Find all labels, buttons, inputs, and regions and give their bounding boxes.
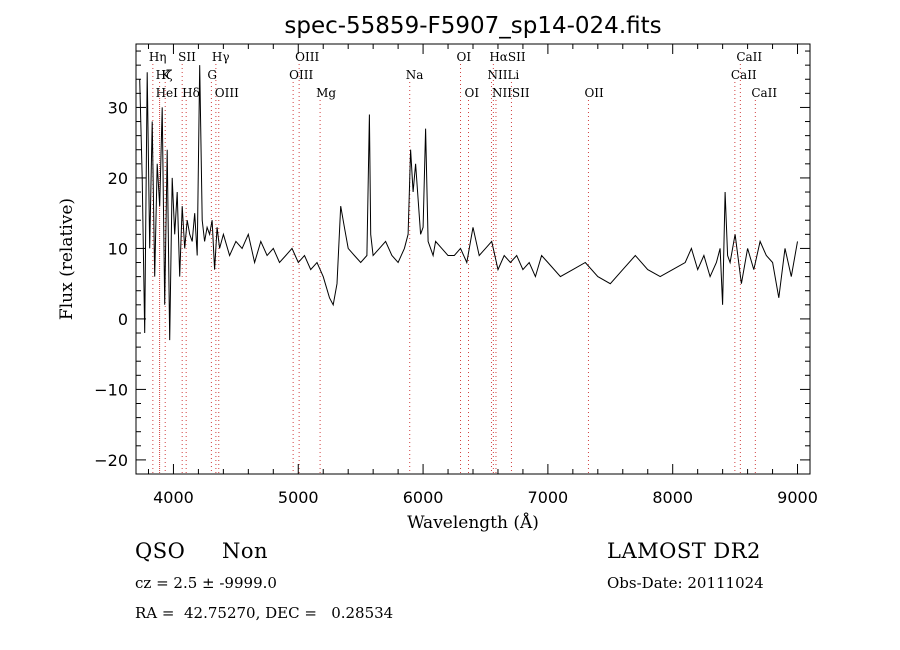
object-class: QSO xyxy=(135,539,186,563)
marker-label: NIISII xyxy=(492,86,530,100)
y-tick-label: 0 xyxy=(118,310,128,329)
x-tick-label: 8000 xyxy=(652,488,693,507)
x-tick-label: 6000 xyxy=(403,488,444,507)
x-tick-label: 5000 xyxy=(278,488,319,507)
marker-label: OIII xyxy=(215,86,239,100)
y-tick-label: −10 xyxy=(94,380,128,399)
y-tick-label: 20 xyxy=(108,169,128,188)
marker-label: CaII xyxy=(751,86,777,100)
emission-line-markers: Hη SII Hγ OIII OI HαSII CaII HζK G OIII Na NII Li CaI… xyxy=(149,50,777,474)
marker-label: Hγ xyxy=(212,50,230,64)
marker-label: HeI xyxy=(156,86,179,100)
plot-frame xyxy=(135,43,811,475)
marker-label: Na xyxy=(406,68,424,82)
marker-label: OIII xyxy=(289,68,313,82)
marker-label: OI xyxy=(465,86,480,100)
marker-label: NII xyxy=(487,68,507,82)
x-tick-label: 4000 xyxy=(153,488,194,507)
marker-label: OIII xyxy=(295,50,319,64)
y-tick-label: 30 xyxy=(108,98,128,117)
marker-label: CaII xyxy=(731,68,757,82)
marker-label: Hδ xyxy=(182,86,200,100)
spectrum-line xyxy=(139,65,798,341)
object-subclass: Non xyxy=(222,539,269,563)
marker-label: OI xyxy=(457,50,472,64)
marker-label: Hη xyxy=(149,50,167,64)
coordinates: RA = 42.75270, DEC = 0.28534 xyxy=(135,604,394,622)
marker-label: K xyxy=(161,68,171,82)
marker-label: HαSII xyxy=(489,50,526,64)
marker-label: Hζ xyxy=(156,68,173,82)
chart-title: spec-55859-F5907_sp14-024.fits xyxy=(284,13,661,39)
marker-label: CaII xyxy=(736,50,762,64)
marker-label: G xyxy=(207,68,217,82)
x-tick-label: 9000 xyxy=(777,488,818,507)
y-tick-label: −20 xyxy=(94,451,128,470)
redshift-info: cz = 2.5 ± -9999.0 xyxy=(135,574,277,592)
y-tick-label: 10 xyxy=(108,239,128,258)
marker-label: Mg xyxy=(316,86,336,100)
x-tick-label: 7000 xyxy=(528,488,569,507)
x-axis-label: Wavelength (Å) xyxy=(407,512,539,533)
axis-ticks: 4000 5000 6000 7000 8000 9000 −20 −10 0 10 20 30 xyxy=(94,44,818,507)
survey-name: LAMOST DR2 xyxy=(607,539,761,563)
marker-label: Li xyxy=(507,68,519,82)
y-axis-label: Flux (relative) xyxy=(57,198,77,320)
observation-date: Obs-Date: 20111024 xyxy=(607,574,764,592)
marker-label: OII xyxy=(584,86,604,100)
marker-label: SII xyxy=(178,50,196,64)
